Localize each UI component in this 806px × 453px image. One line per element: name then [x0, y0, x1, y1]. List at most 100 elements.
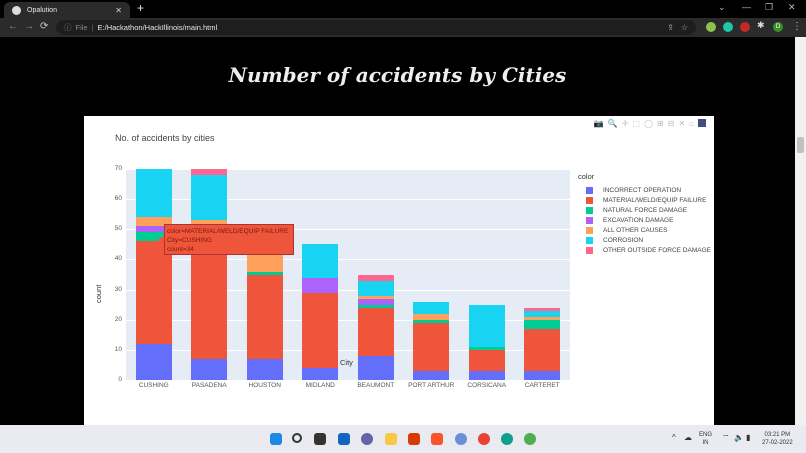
- r-app-icon[interactable]: [455, 433, 467, 445]
- bar-segment[interactable]: [191, 169, 228, 176]
- bar-segment[interactable]: [302, 292, 339, 368]
- wifi-icon[interactable]: ⌔: [722, 433, 730, 442]
- box-select-icon[interactable]: ⬚: [632, 119, 641, 128]
- bar-carteret[interactable]: [524, 307, 561, 380]
- bar-segment[interactable]: [468, 304, 505, 347]
- bar-port-arthur[interactable]: [413, 301, 450, 380]
- bar-segment[interactable]: [246, 274, 283, 359]
- start-menu-icon[interactable]: [270, 433, 282, 445]
- plot-area[interactable]: [126, 169, 570, 381]
- reset-axes-icon[interactable]: ⌂: [689, 119, 694, 128]
- bar-segment[interactable]: [413, 319, 450, 323]
- profile-avatar[interactable]: D: [773, 22, 783, 32]
- url-text[interactable]: E:/Hackathon/HackIllinois/main.html: [97, 23, 218, 32]
- bar-segment[interactable]: [357, 274, 394, 281]
- bar-segment[interactable]: [302, 367, 339, 380]
- tray-overflow-icon[interactable]: ^: [672, 433, 676, 442]
- bar-segment[interactable]: [191, 358, 228, 380]
- maximize-button[interactable]: ❐: [765, 2, 774, 12]
- legend-item[interactable]: OTHER OUTSIDE FORCE DAMAGE: [586, 245, 711, 255]
- pan-icon[interactable]: ✛: [621, 119, 629, 128]
- info-icon[interactable]: ⓘ: [64, 23, 72, 32]
- search-icon[interactable]: [292, 433, 302, 443]
- bar-segment[interactable]: [302, 277, 339, 293]
- address-bar[interactable]: ⓘ File | E:/Hackathon/HackIllinois/main.…: [56, 20, 696, 35]
- bar-segment[interactable]: [524, 316, 561, 320]
- tab-search-icon[interactable]: ⌄: [718, 2, 726, 12]
- zoom-out-icon[interactable]: ⊟: [667, 119, 675, 128]
- bar-segment[interactable]: [468, 349, 505, 371]
- forward-button[interactable]: →: [24, 21, 34, 32]
- autoscale-icon[interactable]: ✕: [678, 119, 686, 128]
- bar-midland[interactable]: [302, 244, 339, 380]
- bookmark-star-icon[interactable]: ☆: [680, 23, 688, 32]
- edge-icon[interactable]: [501, 433, 513, 445]
- bar-segment[interactable]: [135, 241, 172, 344]
- chat-icon[interactable]: [361, 433, 373, 445]
- bar-segment[interactable]: [246, 358, 283, 380]
- tab-close-button[interactable]: ✕: [115, 5, 122, 15]
- bar-corsicana[interactable]: [468, 304, 505, 380]
- office-icon[interactable]: [408, 433, 420, 445]
- bar-segment[interactable]: [357, 355, 394, 380]
- bar-segment[interactable]: [524, 370, 561, 380]
- bar-segment[interactable]: [524, 319, 561, 329]
- legend-item[interactable]: MATERIAL/WELD/EQUIP FAILURE: [586, 195, 711, 205]
- bar-segment[interactable]: [302, 244, 339, 278]
- extension-red-icon[interactable]: [740, 22, 750, 32]
- minimize-button[interactable]: —: [742, 2, 751, 12]
- bar-segment[interactable]: [135, 226, 172, 233]
- zoom-icon[interactable]: 🔍: [607, 119, 618, 128]
- zoom-in-icon[interactable]: ⊞: [657, 119, 664, 128]
- chrome-icon[interactable]: [478, 433, 490, 445]
- bar-pasadena[interactable]: [191, 169, 228, 380]
- file-explorer-icon[interactable]: [385, 433, 397, 445]
- legend-item[interactable]: ALL OTHER CAUSES: [586, 225, 711, 235]
- back-button[interactable]: ←: [8, 21, 18, 32]
- bar-segment[interactable]: [413, 370, 450, 380]
- bar-segment[interactable]: [524, 307, 561, 311]
- bar-segment[interactable]: [357, 295, 394, 299]
- bar-segment[interactable]: [135, 343, 172, 380]
- onedrive-icon[interactable]: ☁: [684, 433, 692, 442]
- extensions-puzzle-icon[interactable]: ✱: [757, 20, 765, 30]
- bar-segment[interactable]: [413, 322, 450, 371]
- legend-item[interactable]: CORROSION: [586, 235, 711, 245]
- battery-icon[interactable]: ▮: [746, 433, 751, 442]
- bar-segment[interactable]: [357, 304, 394, 308]
- new-tab-button[interactable]: +: [137, 1, 145, 15]
- page-scrollbar[interactable]: [795, 37, 806, 425]
- browser-tab[interactable]: Opalution ✕: [4, 2, 130, 18]
- bar-segment[interactable]: [524, 328, 561, 371]
- plotly-logo-icon[interactable]: [698, 119, 706, 127]
- legend-item[interactable]: INCORRECT OPERATION: [586, 185, 711, 195]
- camera-icon[interactable]: 📷: [593, 119, 604, 128]
- reload-button[interactable]: ⟳: [40, 21, 49, 32]
- language-indicator[interactable]: ENG IN: [699, 431, 712, 447]
- bar-segment[interactable]: [468, 370, 505, 380]
- share-icon[interactable]: ⇪: [667, 23, 674, 32]
- bar-segment[interactable]: [357, 298, 394, 305]
- bar-segment[interactable]: [468, 346, 505, 350]
- lasso-select-icon[interactable]: ◯: [644, 119, 654, 128]
- legend-item[interactable]: EXCAVATION DAMAGE: [586, 215, 711, 225]
- clock[interactable]: 03:21 PM 27-02-2022: [762, 431, 793, 447]
- widgets-icon[interactable]: [338, 433, 350, 445]
- bar-houston[interactable]: [246, 244, 283, 380]
- bar-beaumont[interactable]: [357, 274, 394, 380]
- chrome-active-icon[interactable]: [524, 433, 536, 445]
- close-window-button[interactable]: ✕: [788, 2, 796, 12]
- bar-segment[interactable]: [191, 175, 228, 221]
- bar-segment[interactable]: [135, 232, 172, 242]
- bar-segment[interactable]: [357, 307, 394, 356]
- scrollbar-thumb[interactable]: [797, 137, 804, 153]
- bar-segment[interactable]: [357, 280, 394, 296]
- bar-segment[interactable]: [246, 271, 283, 275]
- extension-green-plus-icon[interactable]: [706, 22, 716, 32]
- legend-item[interactable]: NATURAL FORCE DAMAGE: [586, 205, 711, 215]
- bar-segment[interactable]: [135, 169, 172, 218]
- bar-segment[interactable]: [413, 301, 450, 314]
- task-view-icon[interactable]: [314, 433, 326, 445]
- brave-browser-icon[interactable]: [431, 433, 443, 445]
- bar-segment[interactable]: [191, 220, 228, 227]
